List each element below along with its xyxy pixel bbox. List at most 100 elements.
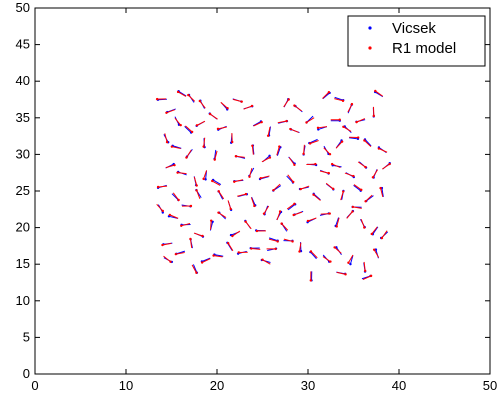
- r1-model-series: [155, 89, 391, 282]
- r1-point: [309, 250, 313, 253]
- r1-heading-line: [175, 252, 185, 255]
- r1-point: [226, 241, 230, 245]
- r1-heading-line: [346, 211, 353, 219]
- r1-point: [251, 144, 254, 147]
- legend-box: [347, 15, 486, 67]
- r1-point: [237, 251, 240, 254]
- vicsek-heading-line: [268, 126, 272, 136]
- r1-heading-line: [209, 113, 218, 120]
- r1-heading-line: [290, 128, 299, 133]
- r1-point: [342, 125, 345, 128]
- legend-label: Vicsek: [392, 20, 436, 37]
- r1-heading-line: [293, 211, 303, 216]
- vicsek-heading-line: [212, 179, 222, 185]
- r1-point: [274, 247, 277, 251]
- r1-heading-line: [185, 125, 193, 133]
- r1-point: [289, 127, 292, 131]
- r1-point: [330, 162, 334, 166]
- r1-point: [328, 212, 331, 215]
- r1-heading-line: [356, 118, 366, 123]
- vicsek-heading-line: [286, 175, 294, 183]
- r1-point: [161, 209, 164, 213]
- r1-heading-line: [343, 126, 352, 132]
- r1-point: [168, 213, 172, 217]
- legend-marker: [368, 26, 372, 30]
- r1-point: [209, 219, 213, 222]
- r1-point: [292, 180, 295, 184]
- r1-point: [363, 139, 366, 142]
- r1-heading-line: [165, 164, 175, 169]
- vicsek-heading-line: [381, 187, 384, 197]
- r1-point: [299, 187, 302, 191]
- vicsek-heading-line: [214, 254, 224, 257]
- y-tick-label: 0: [23, 366, 30, 381]
- vicsek-heading-line: [334, 96, 344, 101]
- r1-heading-line: [340, 191, 344, 201]
- r1-point: [380, 236, 384, 240]
- vicsek-heading-line: [349, 255, 354, 265]
- r1-heading-line: [249, 167, 253, 177]
- r1-heading-line: [253, 121, 262, 127]
- y-tick-label: 40: [16, 73, 30, 88]
- r1-point: [355, 120, 358, 124]
- r1-point: [217, 211, 220, 214]
- r1-point: [174, 252, 178, 256]
- r1-heading-line: [250, 197, 255, 207]
- r1-point: [351, 205, 355, 209]
- vicsek-heading-line: [268, 237, 278, 242]
- r1-point: [302, 152, 305, 156]
- r1-point: [340, 140, 344, 143]
- legend-label: R1 model: [392, 40, 456, 57]
- r1-heading-line: [380, 187, 384, 197]
- legend-marker: [368, 46, 372, 50]
- r1-point: [187, 93, 190, 97]
- r1-point: [202, 145, 205, 148]
- r1-point: [372, 248, 376, 251]
- r1-heading-line: [220, 101, 228, 109]
- r1-point: [278, 210, 282, 213]
- r1-heading-line: [251, 248, 261, 250]
- r1-point: [372, 114, 376, 118]
- r1-point: [370, 232, 373, 236]
- r1-heading-line: [375, 90, 383, 97]
- r1-heading-line: [267, 126, 271, 136]
- r1-heading-line: [334, 247, 342, 254]
- r1-heading-line: [199, 100, 206, 109]
- r1-point: [213, 158, 216, 161]
- r1-point: [364, 200, 367, 203]
- r1-point: [208, 112, 212, 116]
- r1-point: [195, 184, 198, 187]
- r1-point: [250, 247, 253, 250]
- r1-point: [244, 220, 247, 223]
- r1-heading-line: [166, 109, 176, 114]
- r1-heading-line: [336, 217, 340, 227]
- r1-point: [327, 90, 331, 94]
- r1-heading-line: [317, 126, 327, 129]
- r1-heading-line: [218, 212, 227, 218]
- r1-point: [309, 279, 312, 282]
- r1-heading-line: [187, 94, 196, 102]
- r1-heading-line: [245, 221, 252, 230]
- r1-point: [360, 188, 363, 192]
- r1-point: [195, 189, 198, 192]
- r1-point: [201, 234, 204, 238]
- r1-heading-line: [371, 226, 378, 235]
- vicsek-heading-line: [353, 184, 362, 192]
- vicsek-heading-line: [214, 149, 217, 159]
- r1-heading-line: [262, 259, 271, 265]
- r1-heading-line: [232, 98, 242, 103]
- r1-heading-line: [347, 103, 353, 113]
- r1-heading-line: [273, 183, 281, 191]
- r1-point: [229, 207, 232, 211]
- r1-heading-line: [283, 99, 290, 108]
- r1-heading-line: [303, 144, 305, 154]
- y-tick-label: 30: [16, 146, 30, 161]
- r1-heading-line: [174, 117, 182, 126]
- r1-point: [327, 171, 330, 175]
- x-tick-label: 30: [301, 378, 315, 393]
- r1-heading-line: [313, 194, 321, 201]
- r1-point: [165, 111, 168, 114]
- r1-heading-line: [300, 185, 310, 190]
- r1-heading-line: [217, 126, 227, 130]
- r1-point: [347, 261, 350, 264]
